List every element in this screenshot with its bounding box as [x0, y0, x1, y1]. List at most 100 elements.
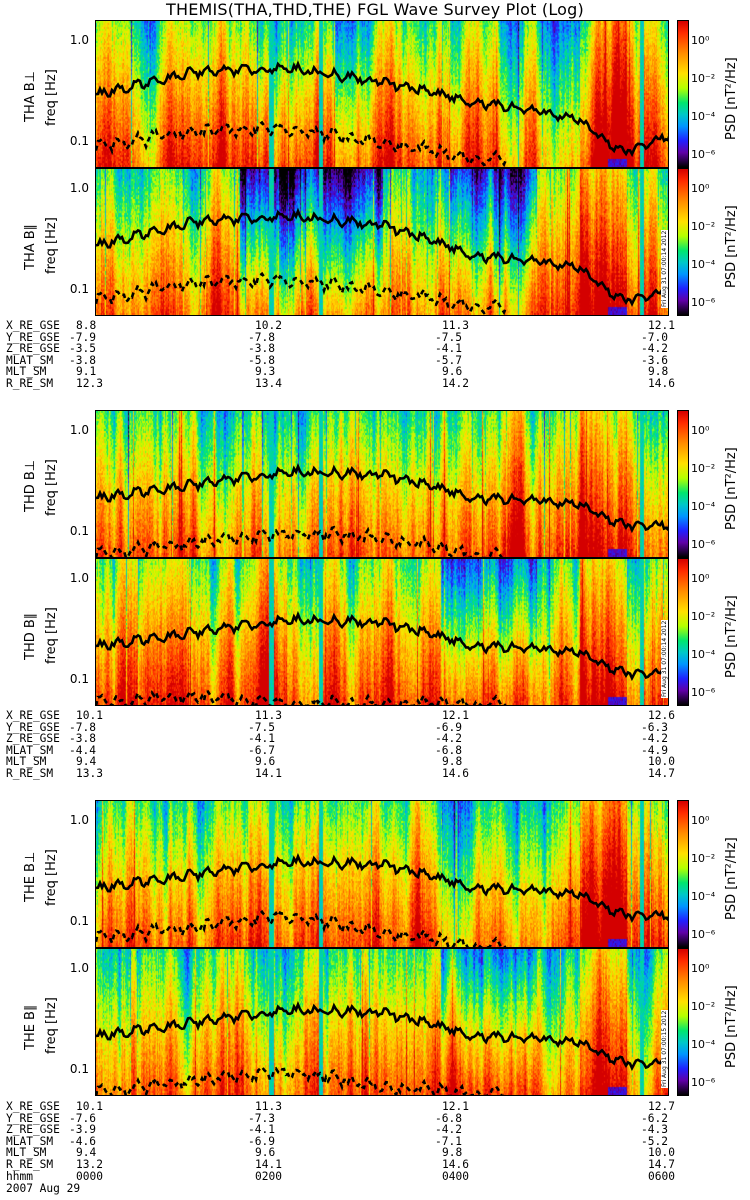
ephemeris-value: 10.0 — [648, 755, 675, 769]
colorbar-tick-label: 10⁰ — [691, 572, 710, 585]
colorbar-tick-label: 10⁰ — [691, 182, 710, 195]
colorbar-title: PSD [nT²/Hz] — [724, 985, 739, 1068]
the-bperp-spectrogram — [95, 800, 669, 948]
ephemeris-value: 12.3 — [76, 377, 103, 390]
ephemeris-row-label: Z_RE_GSE — [6, 342, 60, 356]
solid-trace — [96, 60, 668, 158]
ephemeris-value: -3.8 — [69, 353, 96, 367]
colorbar — [677, 410, 689, 558]
dashed-trace — [96, 271, 508, 315]
panel-label: THE B⊥ — [23, 851, 38, 902]
colorbar-tick-label: 10⁻⁶ — [691, 928, 716, 941]
ephemeris-value: 14.6 — [442, 1158, 469, 1171]
ephemeris-value: 10.1 — [76, 709, 103, 722]
ephemeris-row-label: MLT_SM — [6, 755, 47, 769]
colorbar-tick-label: 10⁻⁶ — [691, 538, 716, 551]
colorbar-title: PSD [nT²/Hz] — [724, 837, 739, 920]
freq-axis-label: freq [Hz] — [44, 69, 59, 126]
y-tick-label: 0.1 — [69, 281, 89, 296]
colorbar — [677, 948, 689, 1096]
ephemeris-thd: X_RE_GSE 10.1 11.3 12.1 12.6 Y_RE_GSE -7.8 -7.5… — [6, 710, 706, 782]
ephemeris-row-label: MLT_SM — [6, 365, 47, 379]
colorbar-tick-label: 10⁰ — [691, 34, 710, 47]
y-tick-label: 0.1 — [69, 523, 89, 538]
ephemeris-value: 9.6 — [255, 1146, 276, 1160]
ephemeris-value: -7.0 — [641, 330, 668, 344]
solid-trace — [96, 610, 668, 682]
the-bpar-spectrogram — [95, 948, 669, 1096]
ephemeris-value: 9.6 — [442, 365, 463, 379]
ephemeris-value: -4.9 — [641, 743, 668, 757]
ephemeris-value: -6.2 — [641, 1111, 668, 1125]
ephemeris-value: -5.2 — [641, 1134, 668, 1148]
solid-trace — [96, 207, 668, 307]
ephemeris-value: 12.1 — [442, 709, 469, 722]
ephemeris-value: 14.2 — [442, 377, 469, 390]
ephemeris-row-label: R_RE_SM — [6, 1158, 54, 1171]
ephemeris-value: -7.9 — [69, 330, 96, 344]
ephemeris-value: -7.1 — [435, 1134, 462, 1148]
time-tick-label: 0000 — [76, 1169, 103, 1183]
thd-bpar-spectrogram — [95, 558, 669, 706]
ephemeris-value: 9.1 — [76, 365, 97, 379]
dashed-trace — [96, 909, 507, 947]
ephemeris-value: 11.3 — [255, 1100, 282, 1113]
ephemeris-value: 13.4 — [255, 377, 282, 390]
ephemeris-value: -6.7 — [248, 743, 275, 757]
freq-axis-label: freq [Hz] — [44, 607, 59, 664]
y-tick-label: 1.0 — [69, 812, 89, 827]
solid-trace — [96, 852, 668, 924]
ephemeris-value: -4.2 — [435, 732, 462, 746]
y-tick-label: 1.0 — [69, 32, 89, 47]
colorbar-title: PSD [nT²/Hz] — [724, 205, 739, 288]
spectrogram-image — [96, 411, 668, 557]
timestamp-stamp: Fri Aug 31 07:00:14 2012 — [661, 619, 668, 698]
colorbar — [677, 20, 689, 168]
ephemeris-value: 10.1 — [76, 1100, 103, 1113]
trace-overlay — [96, 60, 668, 167]
trace-overlay — [96, 852, 668, 947]
ephemeris-value: -3.5 — [69, 342, 96, 356]
ephemeris-value: -5.7 — [435, 353, 462, 367]
colorbar-tick-label: 10⁻² — [691, 1000, 716, 1013]
solid-trace — [96, 1000, 668, 1072]
colorbar-tick-label: 10⁻⁴ — [691, 890, 716, 903]
ephemeris-value: 9.8 — [442, 755, 463, 769]
ephemeris-row-label: Y_RE_GSE — [6, 720, 60, 734]
colorbar-tick-label: 10⁻² — [691, 462, 716, 475]
colorbar-tick-label: 10⁻² — [691, 852, 716, 865]
ephemeris-value: -3.6 — [641, 353, 668, 367]
ephemeris-value: -6.8 — [435, 1111, 462, 1125]
ephemeris-value: 14.1 — [255, 1158, 282, 1171]
ephemeris-value: 12.6 — [648, 709, 675, 722]
colorbar-tick-label: 10⁰ — [691, 424, 710, 437]
colorbar-tick-label: 10⁻⁴ — [691, 110, 716, 123]
ephemeris-value: -7.6 — [69, 1111, 96, 1125]
y-tick-label: 1.0 — [69, 180, 89, 195]
tha-bpar-spectrogram — [95, 168, 669, 316]
solid-trace — [96, 462, 668, 534]
time-axis-row: hhmm 0000 0200 0400 0600 — [6, 1169, 706, 1183]
colorbar-tick-label: 10⁻⁶ — [691, 296, 716, 309]
ephemeris-tha: X_RE_GSE 8.8 10.2 11.3 12.1 Y_RE_GSE -7.9 -7.8-… — [6, 320, 706, 392]
panel-label: THD B⊥ — [23, 459, 38, 512]
ephemeris-value: -3.8 — [248, 342, 275, 356]
colorbar — [677, 168, 689, 316]
colorbar-tick-label: 10⁻⁴ — [691, 258, 716, 271]
ephemeris-value: -6.9 — [435, 720, 462, 734]
ephemeris-value: 13.3 — [76, 767, 103, 780]
trace-overlay — [96, 462, 668, 557]
ephemeris-value: -3.8 — [69, 732, 96, 746]
dashed-trace — [96, 688, 507, 705]
spectrogram-image — [96, 21, 668, 167]
ephemeris-value: 14.6 — [442, 767, 469, 780]
ephemeris-value: 14.7 — [648, 1158, 675, 1171]
chart-title: THEMIS(THA,THD,THE) FGL Wave Survey Plot… — [166, 0, 584, 19]
y-tick-label: 0.1 — [69, 133, 89, 148]
colorbar-tick-label: 10⁻⁴ — [691, 1038, 716, 1051]
spectrogram-image — [96, 559, 668, 705]
colorbar — [677, 558, 689, 706]
colorbar-tick-label: 10⁻⁴ — [691, 500, 716, 513]
colorbar-title: PSD [nT²/Hz] — [724, 447, 739, 530]
freq-axis-label: freq [Hz] — [44, 997, 59, 1054]
